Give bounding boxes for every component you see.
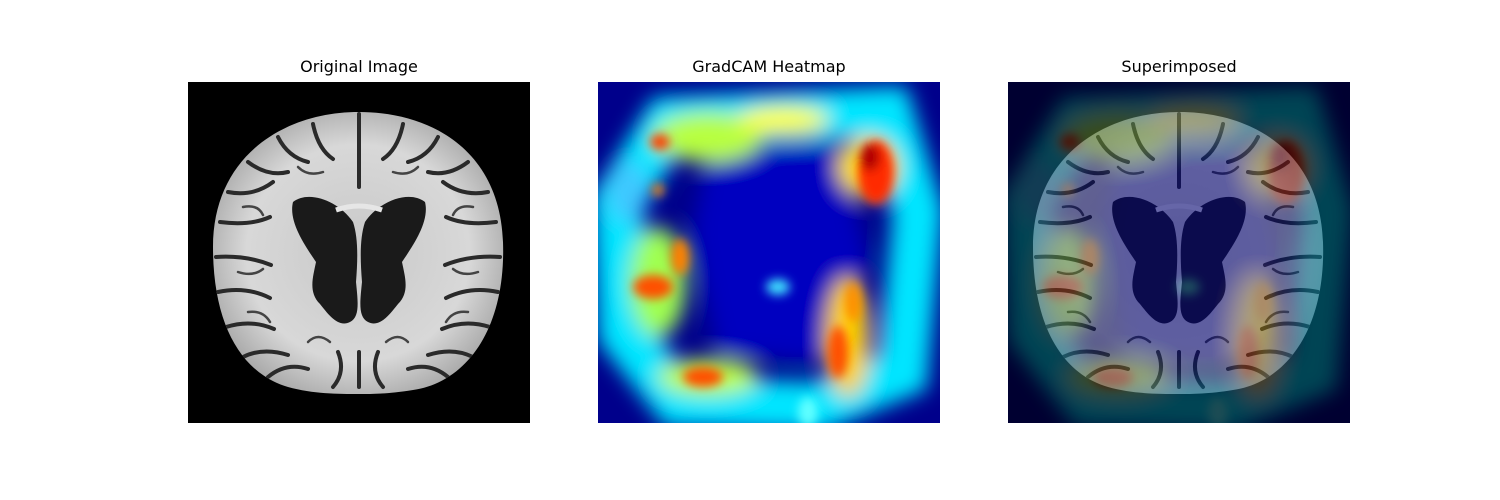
gradcam-heatmap-image <box>598 82 940 423</box>
panel-title: Superimposed <box>1121 57 1237 76</box>
panel-superimposed: Superimposed <box>1008 0 1350 500</box>
superimposed-image <box>1008 82 1350 423</box>
original-mri-image <box>188 82 530 423</box>
panel-title: Original Image <box>300 57 418 76</box>
panel-title: GradCAM Heatmap <box>692 57 846 76</box>
panel-gradcam-heatmap: GradCAM Heatmap <box>598 0 940 500</box>
panel-original-image: Original Image <box>188 0 530 500</box>
